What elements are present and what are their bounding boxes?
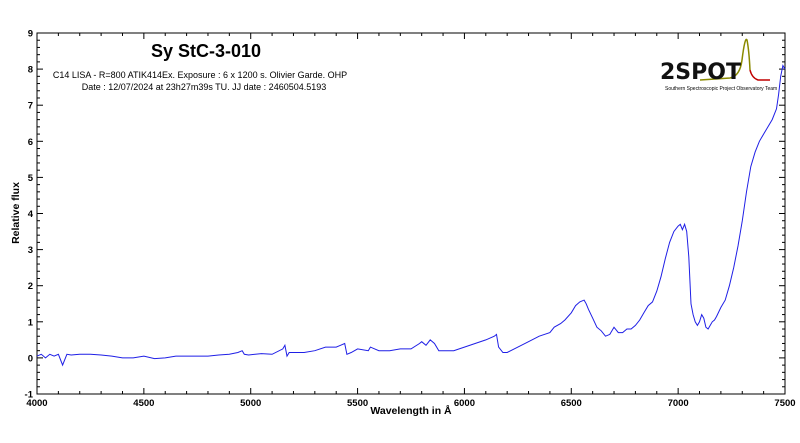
y-tick-label: 6 [28, 137, 33, 148]
spectrum-peak-logo-icon [699, 38, 751, 81]
y-tick-label: 1 [28, 317, 34, 328]
y-tick-label: 5 [28, 173, 34, 184]
spectrum-series-line [36, 64, 786, 367]
y-tick-label: 8 [28, 65, 33, 76]
x-tick-label: 7000 [668, 398, 689, 409]
x-tick-label: 5500 [347, 398, 368, 409]
y-tick-label: 7 [28, 101, 33, 112]
logo-text: 2SPOT [660, 60, 741, 85]
spectrum-peak-logo-tail [749, 69, 770, 81]
y-axis-label: Relative flux [10, 182, 22, 244]
chart-title: Sy StC-3-010 [151, 41, 261, 61]
y-tick-label: 9 [28, 29, 33, 40]
axis-ticks [36, 32, 786, 395]
x-tick-label: 7500 [774, 398, 795, 409]
y-tick-label: 0 [28, 353, 33, 364]
y-tick-label: 3 [28, 245, 33, 256]
2spot-logo: 2SPOT Southern Spectroscopic Project Obs… [660, 38, 777, 92]
observation-details: C14 LISA - R=800 ATIK414Ex. Exposure : 6… [53, 70, 347, 80]
x-tick-label: 4000 [26, 398, 47, 409]
x-tick-label: 5000 [240, 398, 261, 409]
y-tick-label: 2 [28, 281, 33, 292]
logo-subtitle: Southern Spectroscopic Project Observato… [665, 86, 777, 92]
observation-date: Date : 12/07/2024 at 23h27m39s TU. JJ da… [82, 82, 327, 92]
x-tick-label: 6500 [561, 398, 582, 409]
y-tick-label: -1 [25, 390, 34, 401]
x-axis-label: Wavelength in Å [370, 404, 452, 417]
y-tick-label: 4 [28, 209, 34, 220]
axis-tick-labels: 4000 4500 5000 5500 6000 6500 7000 7500 -1 0 1 2 3 4 5… [25, 29, 796, 410]
x-tick-label: 6000 [454, 398, 475, 409]
x-tick-label: 4500 [133, 398, 154, 409]
